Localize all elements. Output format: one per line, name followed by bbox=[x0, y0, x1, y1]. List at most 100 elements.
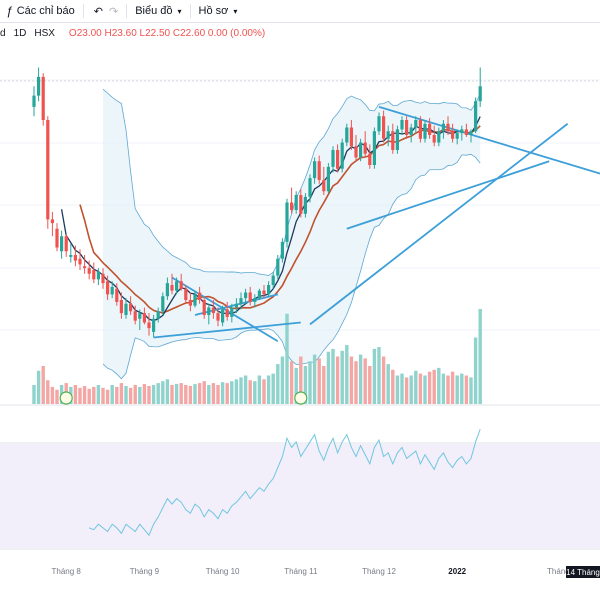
candle-body bbox=[285, 202, 289, 242]
volume-bar bbox=[156, 383, 160, 404]
candle-body bbox=[382, 116, 386, 139]
candle-body bbox=[248, 292, 252, 302]
candle-body bbox=[474, 101, 478, 132]
volume-bar bbox=[188, 385, 193, 404]
volume-bar bbox=[96, 385, 101, 404]
candle-body bbox=[294, 195, 298, 210]
candle-body bbox=[354, 146, 358, 158]
candle-body bbox=[133, 311, 137, 321]
candle-body bbox=[432, 135, 436, 143]
trendline bbox=[346, 160, 550, 230]
volume-bar bbox=[391, 369, 395, 404]
toolbar: ƒ Các chỉ báo ↶ ↷ Biểu đồ ▾ Hồ sơ ▾ bbox=[0, 0, 600, 23]
volume-bar bbox=[216, 385, 220, 404]
candle-body bbox=[188, 300, 192, 306]
time-tick-label: Tháng bbox=[547, 567, 570, 576]
candle-body bbox=[478, 86, 482, 102]
candle-body bbox=[184, 288, 188, 300]
candle-body bbox=[142, 313, 146, 323]
undo-button[interactable]: ↶ bbox=[86, 0, 106, 22]
candle-body bbox=[405, 120, 409, 135]
volume-bar bbox=[418, 373, 423, 404]
candle-body bbox=[239, 298, 243, 304]
candle-body bbox=[198, 292, 202, 300]
candle-body bbox=[386, 131, 390, 139]
crosshair-date-label: 14 Tháng bbox=[566, 568, 600, 577]
candle-body bbox=[290, 202, 294, 210]
volume-bar bbox=[32, 385, 36, 404]
ma-slow-line bbox=[79, 125, 481, 314]
candle-body bbox=[280, 241, 284, 259]
candle-body bbox=[221, 309, 225, 323]
redo-icon: ↷ bbox=[109, 5, 119, 18]
volume-bar bbox=[92, 386, 96, 404]
volume-bar bbox=[128, 387, 133, 404]
volume-bar bbox=[294, 367, 298, 404]
profile-menu-button[interactable]: Hồ sơ ▾ bbox=[193, 0, 244, 22]
candle-body bbox=[441, 123, 445, 132]
candle-body bbox=[78, 258, 82, 265]
indicators-button[interactable]: ƒ Các chỉ báo bbox=[0, 0, 81, 22]
candle-body bbox=[225, 309, 229, 317]
volume-bar bbox=[124, 385, 128, 404]
candle-body bbox=[165, 283, 169, 297]
candle-body bbox=[345, 127, 349, 143]
chart-menu-button[interactable]: Biểu đồ ▾ bbox=[129, 0, 187, 22]
candle-body bbox=[46, 120, 50, 220]
volume-bar bbox=[299, 356, 303, 404]
candle-body bbox=[271, 275, 275, 285]
indicators-label: Các chỉ báo bbox=[16, 5, 75, 17]
candle-body bbox=[391, 131, 395, 150]
volume-bar bbox=[174, 384, 179, 404]
candle-body bbox=[469, 131, 473, 135]
candle-body bbox=[437, 131, 441, 143]
candles bbox=[32, 67, 482, 338]
toolbar-divider bbox=[82, 4, 84, 18]
candle-body bbox=[101, 273, 105, 284]
volume-bar bbox=[105, 389, 110, 404]
volume-bar bbox=[358, 354, 363, 404]
volume-bars bbox=[32, 309, 482, 404]
volume-bar bbox=[170, 385, 174, 404]
volume-bar bbox=[469, 377, 473, 404]
symbol-name: d bbox=[0, 27, 6, 39]
candle-body bbox=[50, 219, 54, 224]
volume-bar bbox=[151, 385, 156, 404]
chart-menu-label: Biểu đồ bbox=[135, 5, 173, 17]
volume-bar bbox=[349, 356, 354, 404]
volume-bar bbox=[381, 356, 386, 404]
volume-bar bbox=[437, 367, 441, 404]
time-tick-label: 2022 bbox=[448, 567, 466, 576]
volume-bar bbox=[404, 377, 409, 404]
volume-bar bbox=[478, 309, 482, 404]
volume-bar bbox=[312, 354, 317, 404]
candle-body bbox=[428, 123, 432, 135]
interval-label[interactable]: 1D bbox=[13, 27, 27, 39]
volume-bar bbox=[354, 361, 358, 404]
candle-body bbox=[110, 286, 114, 295]
volume-bar bbox=[331, 348, 335, 404]
redo-button[interactable]: ↷ bbox=[106, 0, 124, 22]
candle-body bbox=[96, 271, 100, 280]
volume-bar bbox=[133, 385, 137, 404]
candle-body bbox=[230, 307, 234, 317]
volume-bar bbox=[101, 387, 105, 404]
volume-bar bbox=[289, 361, 294, 404]
volume-bar bbox=[193, 384, 197, 404]
volume-bar bbox=[377, 347, 381, 404]
candle-body bbox=[446, 123, 450, 132]
candle-body bbox=[464, 129, 468, 135]
volume-bar bbox=[165, 379, 170, 404]
candle-body bbox=[32, 95, 36, 107]
candle-body bbox=[267, 285, 271, 295]
chevron-down-icon: ▾ bbox=[177, 6, 182, 16]
volume-bar bbox=[87, 388, 91, 404]
volume-bar bbox=[243, 375, 248, 404]
band-fill bbox=[103, 89, 481, 379]
exchange-label: HSX bbox=[34, 27, 55, 39]
candle-body bbox=[349, 127, 353, 147]
volume-bar bbox=[207, 385, 211, 404]
candle-body bbox=[69, 255, 73, 257]
candle-body bbox=[179, 281, 183, 289]
